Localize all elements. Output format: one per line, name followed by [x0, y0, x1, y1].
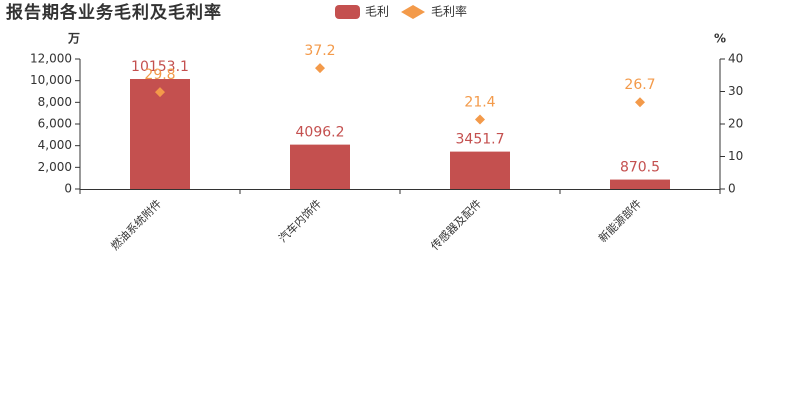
- bar-value-label: 4096.2: [296, 125, 345, 141]
- x-tick-label: 新能源部件: [595, 196, 644, 245]
- point-value-label: 29.8: [144, 67, 175, 83]
- y2-tick-label: 40: [728, 52, 743, 66]
- y2-tick-label: 20: [728, 117, 743, 131]
- y-tick-label: 2,000: [38, 160, 72, 174]
- legend-label: 毛利: [365, 5, 389, 19]
- legend-label: 毛利率: [431, 4, 467, 19]
- chart-title: 报告期各业务毛利及毛利率: [6, 2, 222, 23]
- x-tick-label: 传感器及配件: [428, 197, 484, 253]
- y-tick-label: 10,000: [30, 73, 72, 87]
- y-tick-label: 4,000: [38, 138, 72, 152]
- legend-swatch: [401, 5, 426, 19]
- bar: [290, 144, 350, 189]
- y-tick-label: 6,000: [38, 117, 72, 131]
- y2-tick-label: 30: [728, 84, 743, 98]
- y2-tick-label: 0: [728, 182, 736, 196]
- point: [155, 87, 165, 98]
- x-tick-label: 燃油系统附件: [108, 196, 165, 253]
- bar: [130, 79, 190, 189]
- bar-value-label: 3451.7: [456, 132, 505, 148]
- bar: [450, 151, 510, 189]
- bar-value-label: 10153.1: [131, 59, 189, 75]
- y-tick-label: 12,000: [30, 52, 72, 66]
- x-tick-label: 汽车内饰件: [275, 196, 324, 245]
- point: [315, 63, 325, 74]
- y-tick-label: 0: [64, 182, 72, 196]
- point: [475, 114, 485, 125]
- legend-swatch: [335, 5, 360, 19]
- bar: [610, 179, 670, 189]
- y-tick-label: 8,000: [38, 95, 72, 109]
- bar-value-label: 870.5: [620, 160, 660, 176]
- point: [635, 97, 645, 108]
- point-value-label: 26.7: [624, 77, 655, 93]
- point-value-label: 37.2: [304, 43, 335, 59]
- y-axis-label: 万: [67, 32, 80, 46]
- y2-axis-label: %: [714, 32, 726, 46]
- point-value-label: 21.4: [464, 94, 495, 110]
- y2-tick-label: 10: [728, 149, 743, 163]
